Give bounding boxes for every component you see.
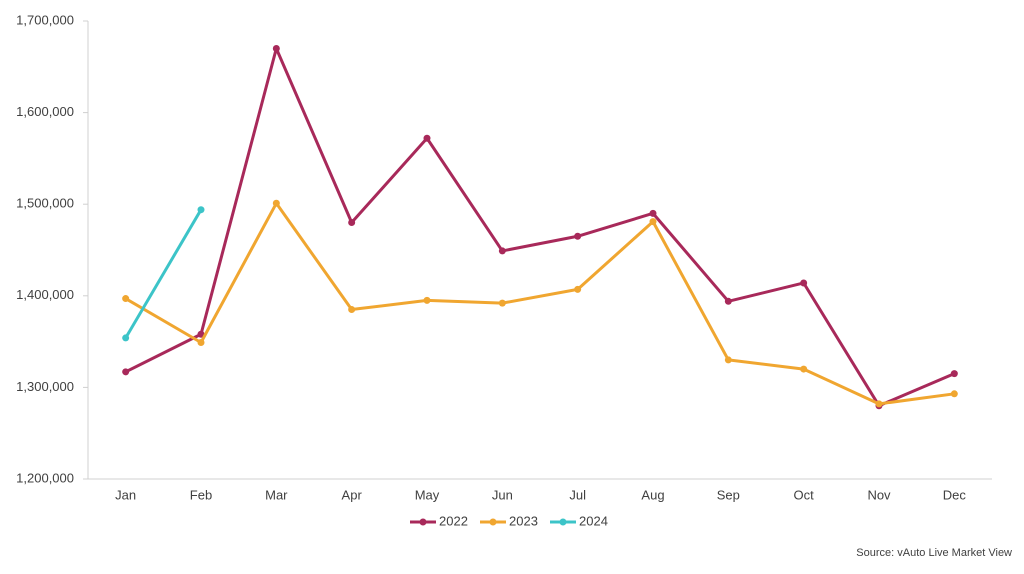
x-tick-label: Jun <box>492 487 513 502</box>
x-tick-label: Jul <box>569 487 586 502</box>
source-note: Source: vAuto Live Market View <box>856 547 1012 559</box>
y-tick-label: 1,600,000 <box>16 104 74 119</box>
data-point <box>348 306 356 314</box>
data-point <box>574 285 582 293</box>
data-point <box>122 334 130 342</box>
x-tick-label: Jan <box>115 487 136 502</box>
legend-marker <box>489 518 497 526</box>
data-point <box>950 390 958 398</box>
data-point <box>875 400 883 408</box>
legend-label: 2022 <box>439 513 468 528</box>
data-point <box>800 279 808 287</box>
data-point <box>122 368 130 376</box>
legend-marker <box>559 518 567 526</box>
x-tick-label: Apr <box>342 487 363 502</box>
data-point <box>197 339 205 347</box>
x-tick-label: Nov <box>867 487 891 502</box>
data-point <box>122 295 130 303</box>
x-tick-label: Sep <box>717 487 740 502</box>
x-tick-label: Dec <box>943 487 967 502</box>
data-point <box>498 299 506 307</box>
series-line <box>124 46 955 408</box>
data-point <box>649 218 657 226</box>
x-tick-label: Mar <box>265 487 288 502</box>
x-tick-label: Feb <box>190 487 212 502</box>
legend-label: 2023 <box>509 513 538 528</box>
y-tick-label: 1,400,000 <box>16 287 74 302</box>
y-tick-label: 1,500,000 <box>16 196 74 211</box>
data-point <box>197 330 205 338</box>
data-point <box>498 247 506 255</box>
data-point <box>574 232 582 240</box>
data-point <box>724 356 732 364</box>
y-tick-label: 1,300,000 <box>16 379 74 394</box>
data-point <box>649 209 657 217</box>
series-line <box>124 201 955 406</box>
data-point <box>724 297 732 305</box>
series-line <box>124 208 203 339</box>
x-tick-label: May <box>415 487 440 502</box>
x-tick-label: Aug <box>641 487 664 502</box>
data-point <box>423 296 431 304</box>
y-tick-label: 1,700,000 <box>16 12 74 27</box>
data-point <box>272 44 280 52</box>
data-point <box>272 199 280 207</box>
data-point <box>348 219 356 227</box>
legend-label: 2024 <box>579 513 608 528</box>
data-point <box>950 370 958 378</box>
data-point <box>197 206 205 214</box>
legend-marker <box>419 518 427 526</box>
data-point <box>423 134 431 142</box>
data-point <box>800 365 808 373</box>
x-tick-label: Oct <box>794 487 815 502</box>
y-tick-label: 1,200,000 <box>16 470 74 485</box>
